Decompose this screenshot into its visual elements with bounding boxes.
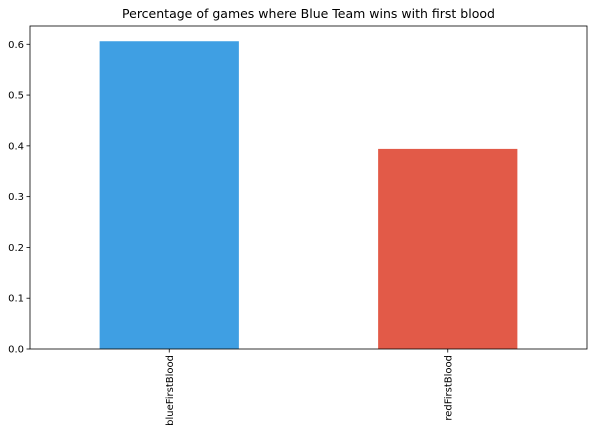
y-tick-label: 0.2 [8,243,24,254]
y-tick-label: 0.1 [8,294,24,305]
y-tick-label: 0.0 [8,345,24,356]
x-tick-label: blueFirstBlood [165,355,176,426]
bar-redFirstBlood [378,148,518,349]
y-tick-label: 0.3 [8,192,24,203]
x-axis: blueFirstBlood redFirstBlood [165,349,454,426]
y-axis: 0.0 0.1 0.2 0.3 0.4 0.5 0.6 [8,40,30,356]
y-tick-label: 0.4 [8,141,24,152]
chart-title: Percentage of games where Blue Team wins… [122,6,495,21]
y-tick-label: 0.6 [8,40,24,51]
bar-blueFirstBlood [99,41,239,350]
x-tick-label: redFirstBlood [443,355,454,421]
plot-frame [29,25,588,350]
y-tick-label: 0.5 [8,91,24,102]
bars-layer [99,41,518,350]
